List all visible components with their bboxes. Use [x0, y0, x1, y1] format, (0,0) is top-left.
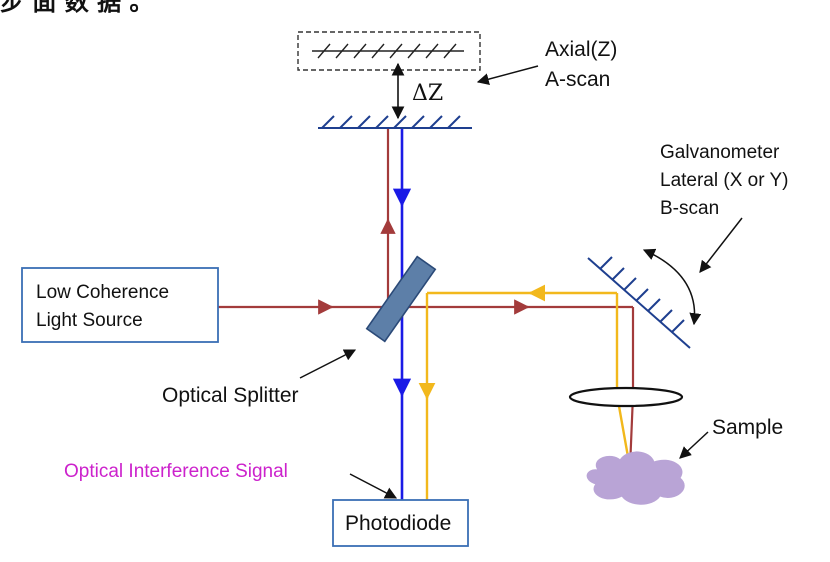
signal-label: Optical Interference Signal [64, 461, 288, 482]
galvanometer-label: Galvanometer [660, 142, 780, 163]
splitter-pointer [299, 349, 357, 379]
delta-z-label: ΔZ [412, 81, 443, 106]
reference-mirror [318, 115, 472, 129]
galvanometer-mirror [587, 256, 691, 349]
light-source-line1: Low Coherence [36, 282, 169, 303]
axial-label: Axial(Z) [545, 38, 617, 61]
galvanometer-rotation-arrow [642, 248, 702, 326]
signal-pointer [349, 473, 398, 499]
photodiode-label: Photodiode [345, 512, 451, 535]
photodiode-box [332, 499, 469, 547]
return-beam-upper [615, 293, 632, 469]
axial-pointer [476, 65, 539, 86]
lateral-label: Lateral (X or Y) [660, 170, 788, 191]
reference-mirror-moved [297, 31, 481, 71]
splitter-label: Optical Splitter [162, 384, 299, 407]
objective-lens [568, 386, 684, 408]
sample-blob [586, 451, 685, 505]
bscan-label: B-scan [660, 198, 719, 219]
light-source-line2: Light Source [36, 310, 143, 331]
galvanometer-pointer [699, 217, 743, 273]
sample-label: Sample [712, 416, 783, 439]
sample-pointer [679, 431, 709, 459]
ascan-label: A-scan [545, 68, 610, 91]
light-source-box [21, 267, 219, 343]
header-partial-text: 步 面 数 据 。 [0, 0, 153, 16]
optical-splitter [365, 255, 437, 343]
